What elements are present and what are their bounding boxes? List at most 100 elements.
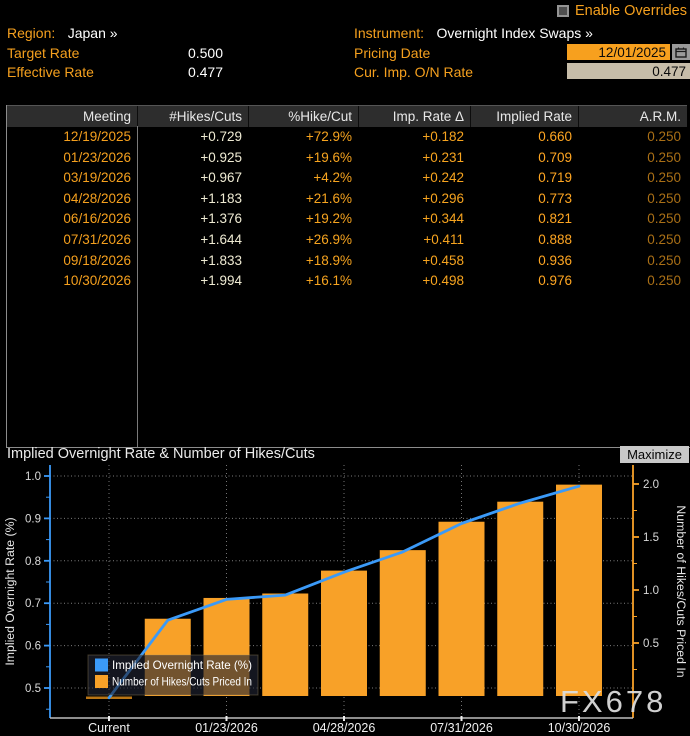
bar bbox=[262, 593, 309, 696]
x-axis-label: 07/31/2026 bbox=[430, 721, 493, 735]
value-cell: +0.967 bbox=[200, 170, 242, 186]
value-cell: +0.182 bbox=[422, 129, 464, 144]
meeting-date-cell: 01/23/2026 bbox=[63, 149, 131, 165]
pricing-date-input[interactable] bbox=[567, 44, 670, 60]
legend-label: Implied Overnight Rate (%) bbox=[112, 658, 252, 672]
pricing-date-label: Pricing Date bbox=[354, 45, 431, 61]
value-cell: +0.296 bbox=[422, 190, 464, 206]
value-cell: 0.250 bbox=[647, 129, 681, 144]
table-body: 12/19/2025 +0.729 +72.9% +0.182 0.660 0.250 01… bbox=[7, 127, 687, 292]
table-row[interactable]: 06/16/2026 +1.376 +19.2% +0.344 0.821 0.250 bbox=[7, 209, 687, 230]
table-row[interactable]: 01/23/2026 +0.925 +19.6% +0.231 0.709 0.250 bbox=[7, 148, 687, 169]
value-cell: 0.250 bbox=[647, 252, 681, 268]
table-row[interactable]: 07/31/2026 +1.644 +26.9% +0.411 0.888 0.250 bbox=[7, 230, 687, 251]
instrument-value[interactable]: Overnight Index Swaps » bbox=[436, 25, 593, 41]
right-axis-title: Number of Hikes/Cuts Priced In bbox=[674, 505, 688, 677]
value-cell: +0.242 bbox=[422, 170, 464, 186]
value-cell: +0.231 bbox=[422, 149, 464, 165]
watermark: FX678 bbox=[560, 684, 666, 719]
bar bbox=[497, 501, 544, 696]
column-header: %Hike/Cut bbox=[248, 106, 358, 127]
legend-swatch bbox=[95, 675, 108, 688]
value-cell: 0.250 bbox=[647, 190, 681, 206]
meeting-date-cell: 04/28/2026 bbox=[63, 190, 131, 206]
value-cell: +26.9% bbox=[305, 231, 352, 247]
table-left-border bbox=[6, 105, 7, 447]
value-cell: 0.936 bbox=[538, 252, 572, 268]
meeting-date-cell: 12/19/2025 bbox=[63, 129, 131, 144]
table-row[interactable]: 10/30/2026 +1.994 +16.1% +0.498 0.976 0.250 bbox=[7, 271, 687, 292]
enable-overrides-checkbox[interactable] bbox=[556, 5, 569, 17]
cur-imp-rate-label: Cur. Imp. O/N Rate bbox=[354, 64, 474, 80]
column-header: A.R.M. bbox=[578, 106, 687, 127]
table-column-separator bbox=[137, 126, 138, 447]
value-cell: +1.183 bbox=[200, 190, 242, 206]
meeting-date-cell: 03/19/2026 bbox=[63, 170, 131, 186]
effective-rate-value: 0.477 bbox=[187, 64, 223, 80]
value-cell: 0.709 bbox=[538, 149, 572, 165]
value-cell: +21.6% bbox=[305, 190, 352, 206]
table-row[interactable]: 09/18/2026 +1.833 +18.9% +0.458 0.936 0.250 bbox=[7, 251, 687, 272]
value-cell: +19.2% bbox=[305, 211, 352, 227]
column-header: #Hikes/Cuts bbox=[137, 106, 248, 127]
legend-swatch bbox=[95, 658, 108, 672]
bar bbox=[379, 550, 426, 696]
value-cell: 0.821 bbox=[538, 211, 572, 227]
value-cell: 0.250 bbox=[647, 170, 681, 186]
calendar-icon bbox=[675, 47, 687, 58]
right-axis-tick-label: 0.5 bbox=[643, 638, 659, 650]
table-row[interactable]: 12/19/2025 +0.729 +72.9% +0.182 0.660 0.250 bbox=[7, 127, 687, 148]
value-cell: 0.250 bbox=[647, 231, 681, 247]
value-cell: +0.411 bbox=[423, 231, 464, 247]
implied-rate-line bbox=[107, 484, 581, 700]
meetings-table: Meeting #Hikes/Cuts %Hike/Cut Imp. Rate Δ Im… bbox=[7, 105, 687, 292]
calendar-button[interactable] bbox=[672, 44, 690, 60]
region-row: Region: Japan » bbox=[7, 25, 118, 43]
value-cell: +0.729 bbox=[200, 129, 242, 144]
legend-label: Number of Hikes/Cuts Priced In bbox=[112, 675, 252, 689]
rate-hikes-chart: 0.5 0.6 0.7 0.8 0.9 1.0 0.5 1.0 1.5 2.0 Current 01/… bbox=[3, 465, 688, 735]
value-cell: +1.994 bbox=[200, 273, 242, 289]
value-cell: +19.6% bbox=[305, 149, 352, 165]
enable-overrides-label: Enable Overrides bbox=[574, 3, 687, 19]
column-header: Imp. Rate Δ bbox=[358, 106, 470, 127]
cur-imp-rate-input[interactable] bbox=[567, 63, 690, 79]
value-cell: 0.250 bbox=[647, 273, 681, 289]
value-cell: 0.888 bbox=[538, 231, 572, 247]
left-axis-tick-label: 1.0 bbox=[25, 471, 41, 483]
bar bbox=[556, 484, 602, 696]
meeting-date-cell: 09/18/2026 bbox=[63, 252, 131, 268]
left-axis-tick-label: 0.7 bbox=[25, 598, 41, 610]
table-row[interactable]: 03/19/2026 +0.967 +4.2% +0.242 0.719 0.250 bbox=[7, 168, 687, 189]
left-axis-tick-label: 0.6 bbox=[25, 641, 41, 653]
left-axis-tick-label: 0.5 bbox=[25, 683, 41, 695]
table-bottom-border bbox=[6, 447, 690, 448]
value-cell: +16.1% bbox=[305, 273, 352, 289]
left-axis-tick-label: 0.8 bbox=[25, 556, 41, 568]
target-rate-value: 0.500 bbox=[187, 45, 223, 61]
value-cell: +1.376 bbox=[200, 211, 242, 227]
region-value[interactable]: Japan » bbox=[67, 25, 118, 41]
x-axis-label: 01/23/2026 bbox=[195, 721, 258, 735]
bar bbox=[438, 521, 485, 696]
left-axis-title: Implied Overnight Rate (%) bbox=[3, 517, 17, 665]
legend-box bbox=[87, 654, 259, 696]
value-cell: +1.833 bbox=[200, 252, 242, 268]
right-axis-tick-label: 1.0 bbox=[643, 585, 659, 597]
maximize-button[interactable]: Maximize bbox=[620, 446, 689, 463]
left-axis-tick-label: 0.9 bbox=[25, 513, 41, 525]
value-cell: 0.660 bbox=[538, 129, 572, 144]
chart-title: Implied Overnight Rate & Number of Hikes… bbox=[7, 446, 315, 462]
value-cell: 0.773 bbox=[538, 190, 572, 206]
column-header: Meeting bbox=[82, 109, 131, 124]
value-cell: +4.2% bbox=[313, 170, 352, 186]
value-cell: +0.458 bbox=[422, 252, 464, 268]
value-cell: +0.925 bbox=[200, 149, 242, 165]
value-cell: +0.344 bbox=[422, 211, 464, 227]
value-cell: +18.9% bbox=[305, 252, 352, 268]
table-row[interactable]: 04/28/2026 +1.183 +21.6% +0.296 0.773 0.250 bbox=[7, 189, 687, 210]
bar bbox=[321, 570, 367, 696]
meeting-date-cell: 07/31/2026 bbox=[63, 231, 131, 247]
x-axis-label: 10/30/2026 bbox=[548, 721, 611, 735]
